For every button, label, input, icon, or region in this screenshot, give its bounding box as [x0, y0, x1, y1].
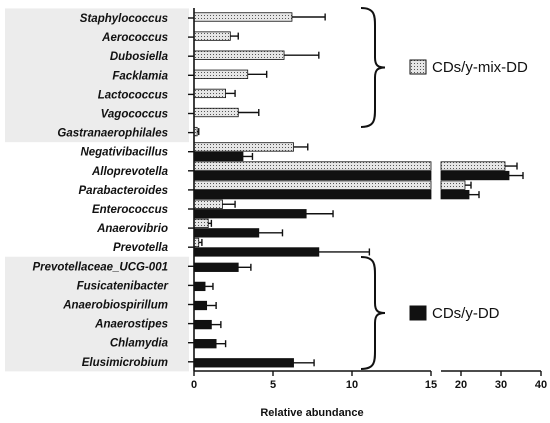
cds-y-dd-bar-anaerobiospirillum — [193, 300, 208, 311]
cds-y-dd-bar-prevotella — [193, 247, 320, 257]
category-label-anaerovibrio: Anaerovibrio — [96, 223, 168, 235]
x-tick-label-15: 15 — [425, 379, 437, 391]
category-label-fusicatenibacter: Fusicatenibacter — [77, 280, 169, 292]
cds-y-dd-bar-chlamydia — [193, 339, 217, 349]
x-tick-label-20: 20 — [455, 379, 467, 391]
cds-y-mix-dd-bar-enterococcus — [193, 199, 223, 209]
category-label-prevotellaceae-ucg-001: Prevotellaceae_UCG-001 — [32, 261, 168, 273]
category-label-aerococcus: Aerococcus — [101, 32, 168, 44]
cds-y-dd-bar-fusicatenibacter — [193, 281, 206, 292]
cds-y-dd-bar-alloprevotella-cont — [440, 170, 510, 181]
legend-swatch-cds-y-mix-dd — [409, 59, 427, 75]
category-label-anaerostipes: Anaerostipes — [94, 319, 168, 331]
cds-y-mix-dd-bar-negativibacillus — [193, 142, 294, 152]
category-label-anaerobiospirillum: Anaerobiospirillum — [62, 300, 168, 312]
cds-y-mix-dd-bar-parabacteroides — [193, 180, 432, 190]
category-label-dubosiella: Dubosiella — [110, 51, 169, 63]
cds-y-mix-dd-bar-staphylococcus — [193, 12, 293, 22]
cds-y-mix-dd-bar-lactococcus — [193, 88, 227, 99]
x-tick-label-40: 40 — [535, 379, 547, 391]
category-label-facklamia: Facklamia — [112, 70, 168, 82]
category-label-staphylococcus: Staphylococcus — [80, 13, 168, 25]
cds-y-mix-dd-bar-aerococcus — [193, 31, 231, 41]
highlight-panel-bottom — [5, 256, 189, 372]
cds-y-dd-bar-negativibacillus — [193, 151, 244, 162]
x-tick-label-5: 5 — [270, 379, 276, 391]
cds-y-dd-bar-parabacteroides — [193, 189, 432, 200]
cds-y-mix-dd-bar-alloprevotella — [193, 161, 432, 171]
cds-y-mix-dd-bar-anaerovibrio — [193, 218, 209, 229]
cds-y-dd-bar-prevotellaceae-ucg-001 — [193, 262, 239, 272]
cds-y-dd-bar-anaerovibrio — [193, 228, 260, 238]
x-axis-title: Relative abundance — [260, 407, 363, 419]
category-label-lactococcus: Lactococcus — [98, 89, 168, 101]
cds-y-mix-dd-bar-facklamia — [193, 69, 249, 79]
cds-y-mix-dd-bar-vagococcus — [193, 107, 239, 118]
cds-y-dd-bar-elusimicrobium — [193, 358, 294, 368]
category-label-negativibacillus: Negativibacillus — [80, 147, 168, 159]
category-label-vagococcus: Vagococcus — [101, 109, 168, 121]
category-label-elusimicrobium: Elusimicrobium — [82, 357, 168, 369]
category-label-parabacteroides: Parabacteroides — [79, 185, 169, 197]
legend-brace-bottom — [360, 256, 386, 370]
cds-y-mix-dd-bar-dubosiella — [193, 50, 285, 60]
x-tick-label-10: 10 — [346, 379, 358, 391]
category-label-prevotella: Prevotella — [113, 242, 169, 254]
legend-brace-top — [360, 7, 386, 128]
category-label-chlamydia: Chlamydia — [110, 338, 169, 350]
cds-y-mix-dd-bar-parabacteroides-cont — [440, 180, 466, 190]
category-label-gastranaerophilales: Gastranaerophilales — [57, 128, 168, 140]
cds-y-dd-bar-parabacteroides-cont — [440, 189, 470, 200]
category-label-enterococcus: Enterococcus — [92, 204, 168, 216]
legend-label-cds-y-dd: CDs/y-DD — [432, 305, 500, 322]
category-label-alloprevotella: Alloprevotella — [91, 166, 169, 178]
cds-y-dd-bar-enterococcus — [193, 209, 307, 219]
legend-swatch-cds-y-dd — [409, 305, 427, 321]
x-tick-label-0: 0 — [191, 379, 197, 391]
cds-y-mix-dd-bar-alloprevotella-cont — [440, 161, 506, 171]
x-tick-label-30: 30 — [495, 379, 507, 391]
cds-y-dd-bar-anaerostipes — [193, 319, 212, 330]
cds-y-dd-bar-alloprevotella — [193, 170, 432, 181]
legend-label-cds-y-mix-dd: CDs/y-mix-DD — [432, 59, 528, 76]
highlight-panel-top — [5, 8, 189, 143]
